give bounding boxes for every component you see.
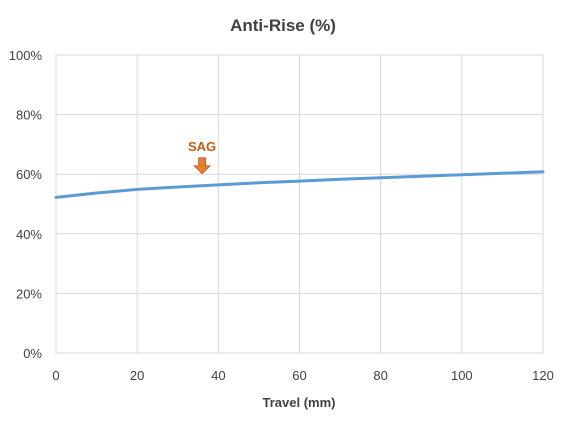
y-tick-label: 100% [9,48,43,63]
x-tick-label: 80 [373,368,387,383]
series-line [54,170,545,199]
y-tick-label: 20% [16,286,42,301]
x-tick-label: 0 [52,368,59,383]
annotation-layer: SAG [188,139,216,175]
y-tick-label: 60% [16,167,42,182]
x-tick-label: 100 [451,368,473,383]
chart-title: Anti-Rise (%) [230,16,336,35]
y-tick-label: 0% [23,346,42,361]
x-tick-label: 20 [130,368,144,383]
x-axis-label: Travel (mm) [263,395,336,410]
x-tick-label: 120 [532,368,554,383]
gridlines [55,54,544,354]
annotation-label: SAG [188,139,216,154]
series-layer [54,170,545,199]
plot-area [55,54,544,354]
annotation-arrow [193,157,212,175]
y-tick-label: 40% [16,227,42,242]
y-tick-label: 80% [16,108,42,123]
x-tick-label: 40 [211,368,225,383]
y-axis: 0% 20% 40% 60% 80% 100% [9,48,43,361]
x-axis: 0 20 40 60 80 100 120 [52,368,553,383]
x-tick-label: 60 [292,368,306,383]
